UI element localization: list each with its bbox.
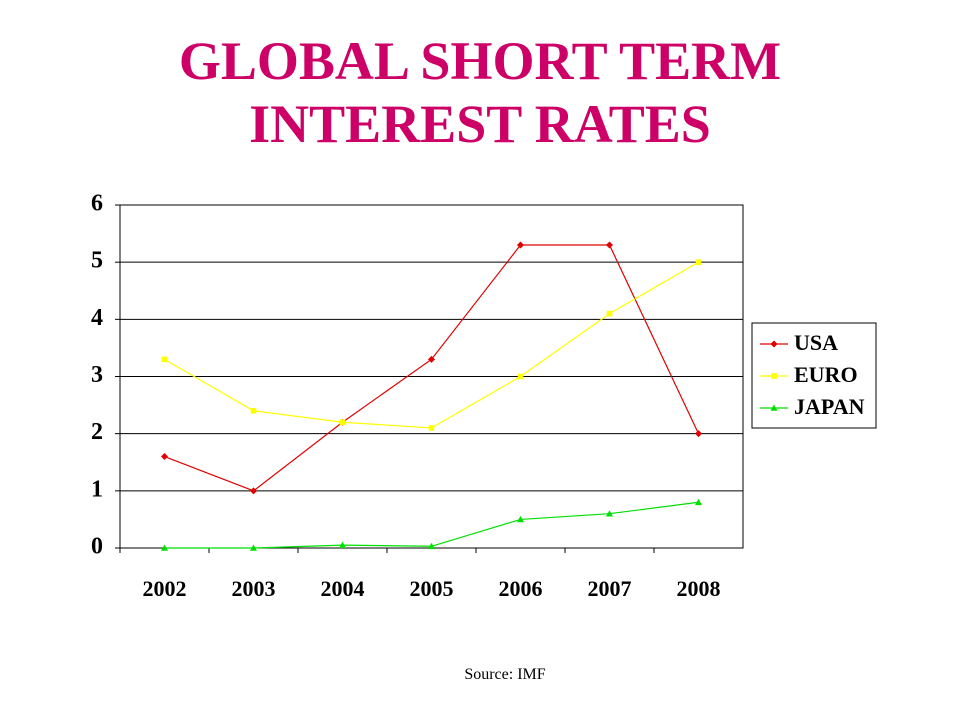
y-tick-label: 2 <box>91 419 103 445</box>
x-tick-label: 2008 <box>677 576 721 601</box>
marker <box>770 404 778 411</box>
x-tick-label: 2003 <box>232 576 276 601</box>
marker <box>771 373 777 379</box>
marker <box>695 430 702 438</box>
marker <box>606 510 613 517</box>
marker <box>517 515 524 523</box>
source-note: Source: IMF <box>464 666 546 683</box>
y-tick-label: 6 <box>91 191 103 217</box>
y-tick-label: 1 <box>91 476 103 502</box>
y-tick-label: 3 <box>91 362 103 388</box>
marker <box>428 425 435 431</box>
marker <box>695 259 702 265</box>
legend-label: USA <box>794 330 838 355</box>
marker <box>161 453 168 461</box>
legend-label: EURO <box>794 362 858 387</box>
series-line <box>164 501 699 549</box>
marker <box>517 241 524 249</box>
marker <box>250 544 257 551</box>
marker <box>428 542 435 550</box>
x-tick-label: 2005 <box>410 576 454 601</box>
y-tick-label: 0 <box>91 534 103 560</box>
series-line <box>164 261 699 429</box>
marker <box>339 541 346 548</box>
marker <box>695 498 702 506</box>
y-tick-label: 5 <box>91 248 103 274</box>
marker <box>250 408 257 414</box>
x-tick-label: 2002 <box>143 576 187 601</box>
x-tick-label: 2004 <box>321 576 365 601</box>
marker <box>339 419 346 426</box>
marker <box>606 241 613 249</box>
marker <box>161 356 168 363</box>
marker <box>517 373 524 380</box>
marker <box>428 355 435 363</box>
marker <box>161 544 168 551</box>
y-tick-label: 4 <box>91 305 103 331</box>
x-tick-label: 2007 <box>588 576 632 601</box>
marker <box>606 310 613 317</box>
marker <box>770 340 778 348</box>
legend-label: JAPAN <box>794 394 865 419</box>
x-tick-label: 2006 <box>499 576 543 601</box>
series-line <box>164 244 700 492</box>
marker <box>250 487 257 495</box>
chart-title: GLOBAL SHORT TERM INTEREST RATES <box>178 31 782 154</box>
